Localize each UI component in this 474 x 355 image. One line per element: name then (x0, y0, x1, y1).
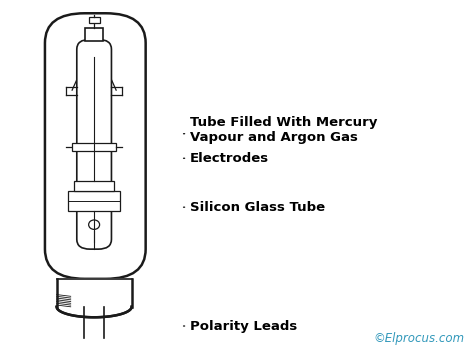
Text: Tube Filled With Mercury
Vapour and Argon Gas: Tube Filled With Mercury Vapour and Argo… (183, 116, 377, 144)
FancyBboxPatch shape (45, 13, 146, 279)
FancyBboxPatch shape (77, 39, 111, 249)
Polygon shape (57, 279, 132, 317)
Text: Electrodes: Electrodes (183, 152, 269, 165)
Bar (72, 143, 116, 151)
Text: Silicon Glass Tube: Silicon Glass Tube (183, 201, 325, 214)
Bar (74, 181, 114, 191)
Bar (89, 17, 100, 23)
Text: ©Elprocus.com: ©Elprocus.com (373, 332, 464, 345)
Ellipse shape (89, 220, 100, 229)
Bar (85, 28, 103, 41)
Bar (68, 191, 120, 211)
Text: Polarity Leads: Polarity Leads (183, 320, 297, 333)
